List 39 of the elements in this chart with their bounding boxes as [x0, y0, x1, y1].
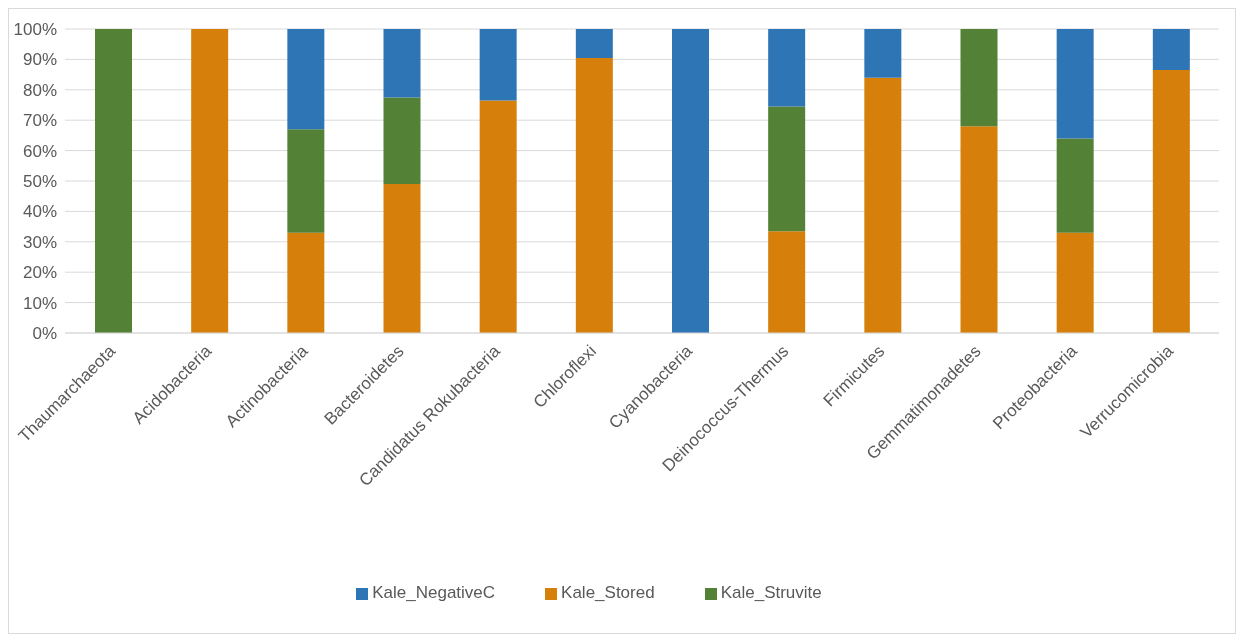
bar [287, 232, 325, 333]
bar [1056, 29, 1094, 139]
bar [191, 29, 229, 333]
bar [1152, 29, 1190, 71]
y-tick-label: 100% [13, 20, 57, 40]
y-tick-label: 10% [22, 293, 57, 313]
bar [383, 29, 421, 98]
legend-label: Kale_Stored [561, 583, 655, 602]
bar [672, 29, 709, 333]
bar [1056, 232, 1094, 333]
bar [383, 97, 421, 185]
bar [287, 129, 325, 233]
bar [1056, 138, 1094, 233]
y-tick-label: 20% [22, 263, 57, 283]
bar [1152, 70, 1190, 333]
bar [575, 57, 613, 333]
y-tick-label: 40% [22, 202, 57, 222]
bar [960, 126, 998, 333]
y-tick-label: 30% [22, 232, 57, 252]
y-tick-label: 90% [22, 50, 57, 70]
bar [479, 29, 517, 101]
y-tick-label: 60% [22, 141, 57, 161]
y-tick-label: 50% [22, 172, 57, 192]
bar [287, 29, 325, 130]
bar [864, 77, 902, 333]
bar [575, 29, 613, 58]
y-tick-label: 70% [22, 111, 57, 131]
bar [383, 184, 421, 333]
bar [768, 231, 806, 333]
bar [768, 29, 806, 107]
y-tick-label: 80% [22, 80, 57, 100]
bar [768, 106, 806, 232]
bar [864, 29, 902, 78]
bar [479, 100, 517, 333]
legend-label: Kale_Struvite [720, 583, 822, 602]
bar [960, 29, 998, 127]
legend-label: Kale_NegativeC [372, 583, 496, 602]
y-tick-label: 0% [32, 324, 57, 344]
bar [95, 29, 132, 333]
